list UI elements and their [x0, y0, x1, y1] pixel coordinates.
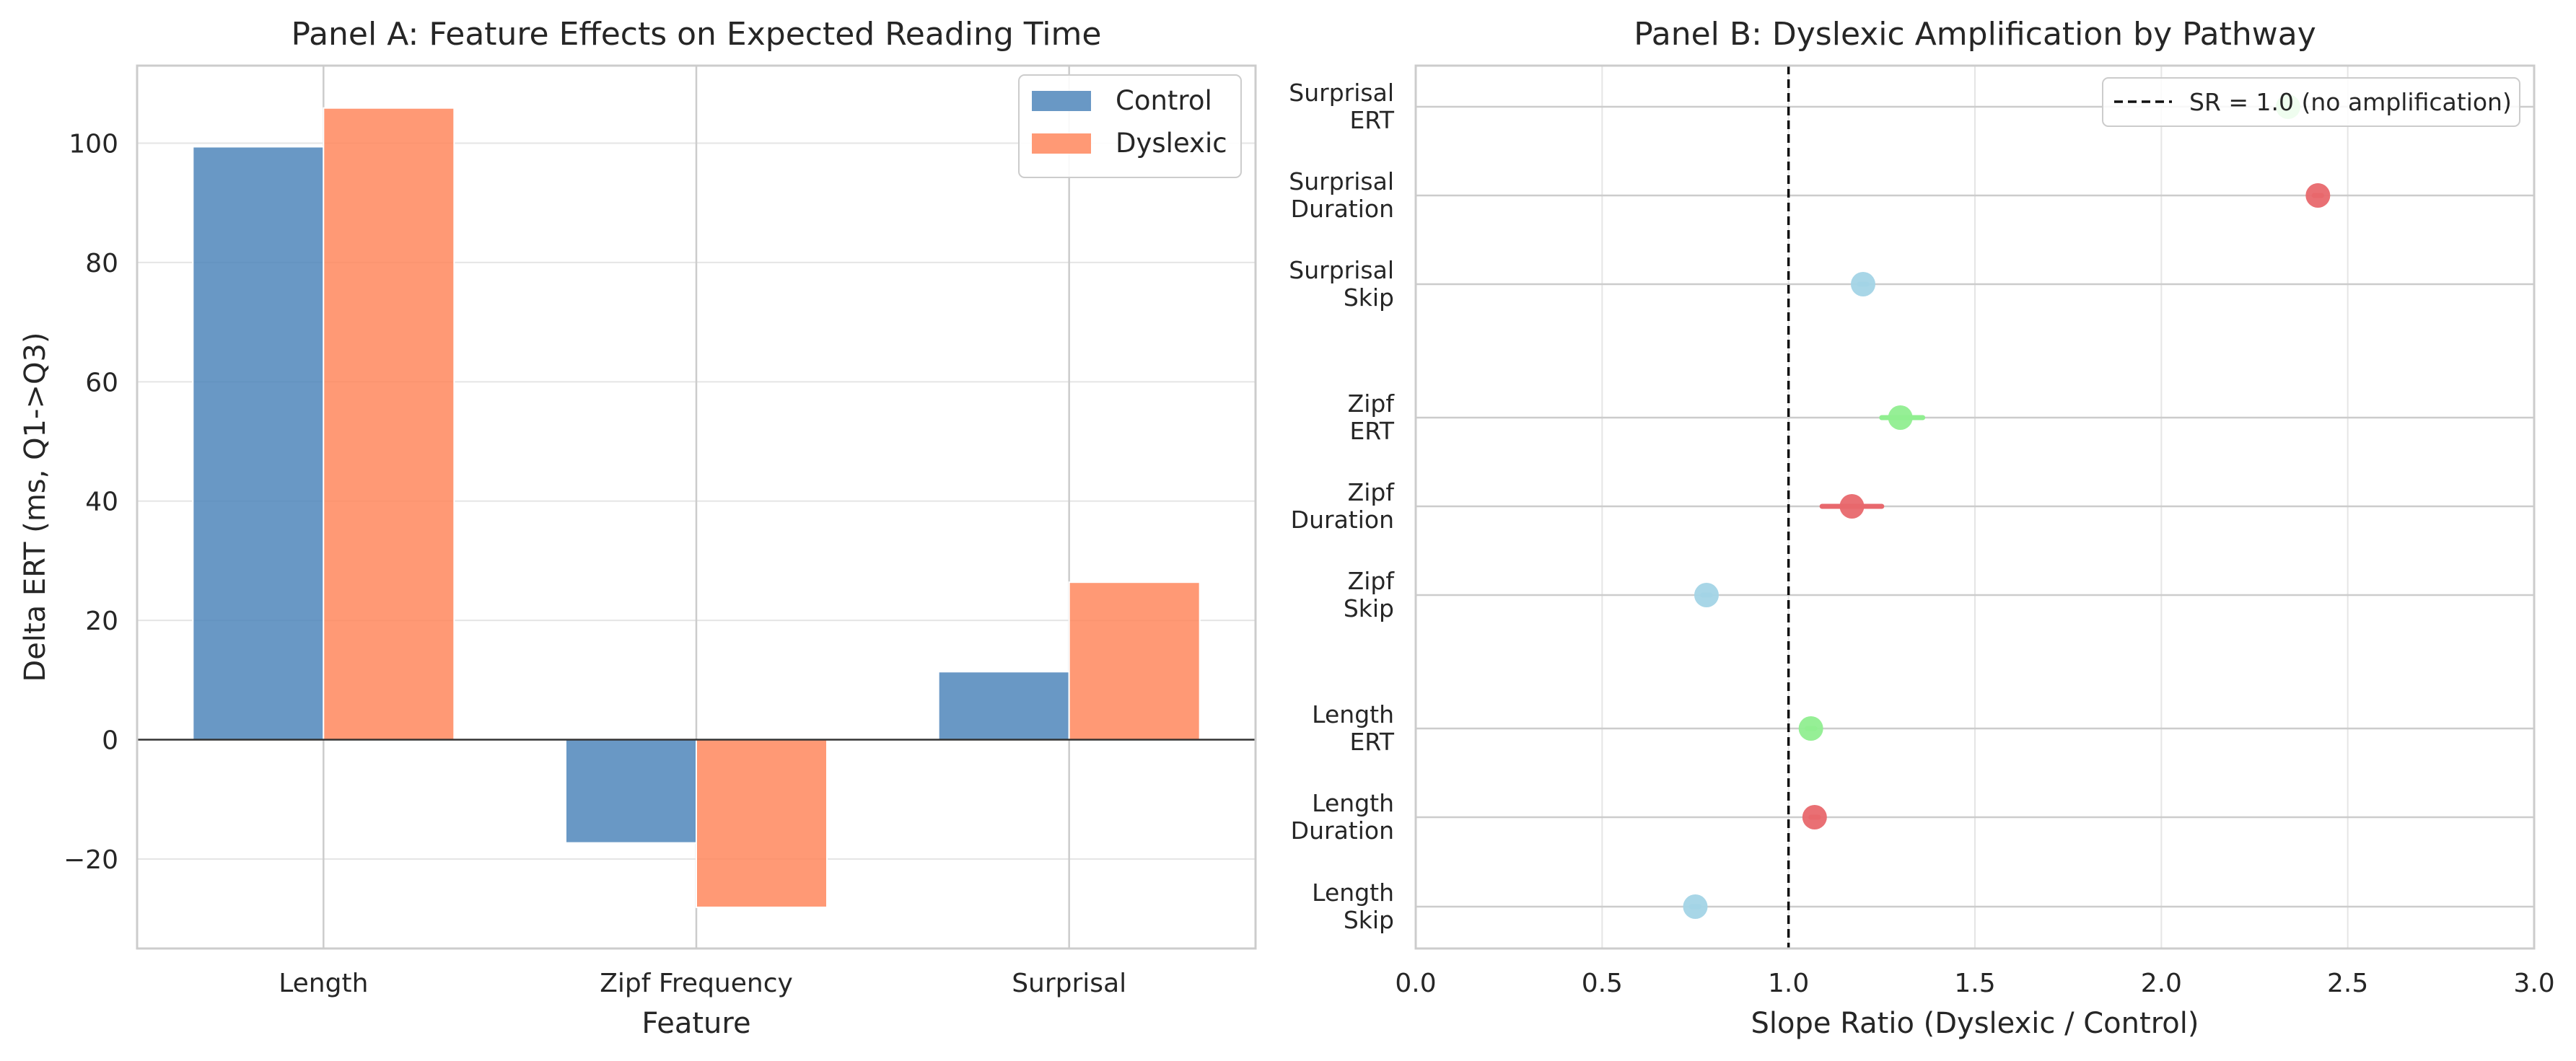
panel-b: SurprisalERTSurprisalDurationSurprisalSk… [1289, 16, 2554, 1040]
x-tick-label: 2.0 [2141, 969, 2182, 998]
x-tick-label: Surprisal [1012, 969, 1126, 998]
y-tick-label: 80 [85, 249, 118, 278]
x-axis-label: Slope Ratio (Dyslexic / Control) [1751, 1007, 2199, 1040]
y-tick-label-feature: Zipf [1348, 478, 1396, 506]
chart-title: Panel A: Feature Effects on Expected Rea… [292, 16, 1102, 53]
point-zipf-skip [1694, 583, 1719, 607]
plot-frame [1414, 64, 2536, 950]
y-tick-label-feature: Zipf [1348, 389, 1396, 418]
point-length-ert [1798, 716, 1823, 741]
y-tick-label-feature: Surprisal [1289, 79, 1394, 107]
y-tick-label-pathway: ERT [1349, 106, 1394, 134]
legend-label-reference: SR = 1.0 (no amplification) [2189, 88, 2512, 116]
legend-box [2102, 77, 2520, 127]
x-tick-label: 0.5 [1582, 969, 1623, 998]
x-tick-label: 1.0 [1768, 969, 1809, 998]
point-surprisal-skip [1851, 272, 1875, 296]
bar-dyslexic [323, 107, 455, 741]
y-tick-label-feature: Length [1312, 879, 1394, 907]
bar-control [565, 739, 697, 844]
bar-dyslexic [696, 739, 828, 908]
panel-a: −20 0 20 40 60 80 100 Length Zipf Frequency Surpr… [19, 16, 1257, 1040]
point-zipf-duration [1839, 494, 1865, 519]
legend: Control Dyslexic [1018, 74, 1242, 178]
y-tick-label-pathway: ERT [1349, 728, 1394, 756]
legend-label-dyslexic: Dyslexic [1116, 128, 1227, 159]
bar-dyslexic [1068, 581, 1201, 741]
y-tick-label-feature: Surprisal [1289, 167, 1394, 195]
point-surprisal-duration [2305, 183, 2331, 208]
legend-label-control: Control [1116, 85, 1212, 116]
y-tick-label-pathway: Skip [1344, 283, 1394, 312]
x-tick-label: 3.0 [2513, 969, 2554, 998]
y-tick-label-pathway: Duration [1291, 506, 1394, 534]
point-length-skip [1683, 894, 1708, 919]
y-tick-label-feature: Zipf [1348, 567, 1396, 595]
y-tick-label-feature: Surprisal [1289, 256, 1394, 284]
point-length-duration [1802, 805, 1827, 829]
y-tick-label: 20 [85, 607, 118, 636]
x-tick-label: Length [279, 969, 368, 998]
y-tick-label-pathway: Skip [1344, 594, 1394, 622]
x-axis-label: Feature [641, 1007, 750, 1040]
legend: SR = 1.0 (no amplification) [2102, 77, 2520, 127]
y-tick-label-pathway: ERT [1349, 417, 1394, 445]
y-tick-label-pathway: Duration [1291, 195, 1394, 223]
y-tick-label: 0 [102, 726, 118, 756]
x-tick-label: 2.5 [2327, 969, 2368, 998]
y-tick-label: 100 [69, 130, 118, 159]
y-axis-label: Delta ERT (ms, Q1->Q3) [19, 333, 52, 682]
point-zipf-ert [1888, 405, 1913, 430]
y-tick-label-pathway: Skip [1344, 906, 1394, 934]
y-tick-label-feature: Length [1312, 789, 1394, 817]
x-tick-label: 1.5 [1954, 969, 1995, 998]
legend-swatch-dyslexic [1032, 133, 1091, 154]
legend-swatch-control [1032, 91, 1091, 111]
chart-title: Panel B: Dyslexic Amplification by Pathw… [1634, 16, 2316, 53]
plot-frame [136, 64, 1257, 950]
y-tick-label-pathway: Duration [1291, 816, 1394, 845]
x-tick-label: 0.0 [1395, 969, 1436, 998]
y-tick-label: 40 [85, 488, 118, 517]
y-tick-label-feature: Length [1312, 700, 1394, 728]
x-tick-label: Zipf Frequency [600, 969, 793, 998]
y-tick-label: −20 [63, 845, 118, 875]
bar-control [192, 146, 325, 741]
bar-control [937, 671, 1070, 741]
y-tick-label: 60 [85, 368, 118, 397]
